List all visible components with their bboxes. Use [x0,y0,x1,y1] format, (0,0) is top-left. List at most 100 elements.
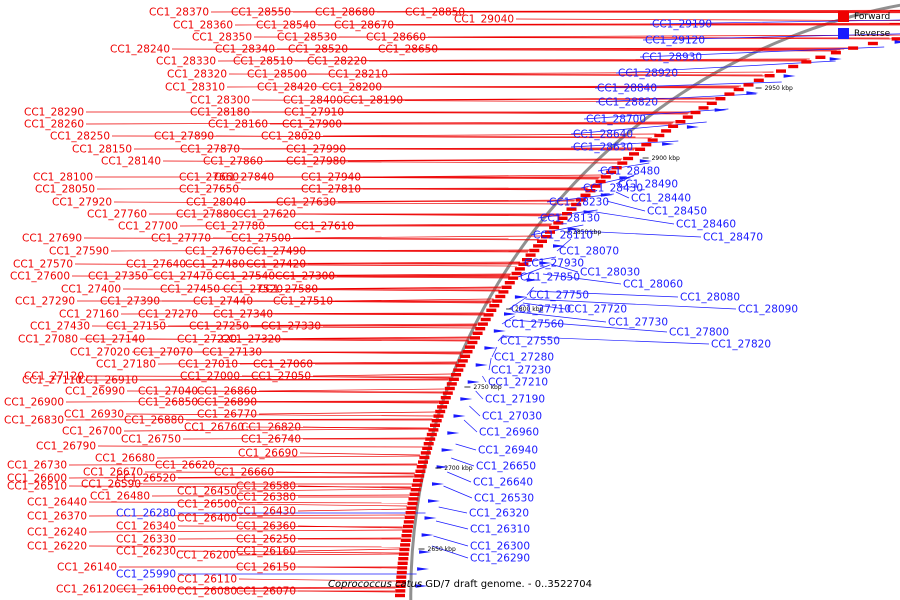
forward-gene-arrow [414,474,425,478]
forward-gene-label: CC1_28100 [33,172,93,184]
forward-connector-line [241,375,450,379]
forward-connector-line [466,11,900,14]
forward-gene-arrow [404,515,415,519]
forward-gene-arrow [595,179,606,184]
reverse-connector-line [447,471,472,483]
forward-gene-arrow [409,492,420,496]
forward-connector-line [238,336,471,340]
reverse-gene-label: CC1_28480 [600,166,660,178]
forward-gene-label: CC1_27450 [160,284,220,296]
forward-gene-label: CC1_26440 [27,497,87,509]
forward-connector-line [250,324,478,327]
forward-gene-label: CC1_26770 [197,409,257,421]
forward-gene-label: CC1_28340 [215,44,275,56]
reverse-gene-label: CC1_28060 [623,279,683,291]
forward-gene-arrow [498,290,509,294]
reverse-gene-label: CC1_28460 [676,219,736,231]
forward-connector-line [258,401,439,404]
forward-gene-label: CC1_27570 [13,259,73,271]
forward-gene-arrow [590,184,601,188]
forward-gene-label: CC1_27130 [202,347,262,359]
reverse-gene-label: CC1_29190 [652,19,712,31]
forward-connector-line [299,452,421,456]
forward-gene-label: CC1_26360 [236,521,296,533]
forward-gene-label: CC1_26660 [214,467,274,479]
forward-gene-arrow [435,409,446,414]
reverse-connector-line [542,273,622,285]
forward-gene-label: CC1_26730 [7,460,67,472]
forward-gene-arrow [396,570,407,575]
forward-gene-label: CC1_26150 [236,562,296,574]
forward-connector-line [214,273,512,277]
forward-gene-label: CC1_27540 [215,271,275,283]
reverse-connector-line [475,390,484,400]
forward-gene-arrow [402,529,413,533]
forward-connector-line [264,158,623,162]
forward-gene-arrow [407,501,418,506]
forward-gene-label: CC1_26700 [62,426,122,438]
forward-gene-label: CC1_27890 [154,131,214,143]
forward-gene-label: CC1_27060 [253,359,313,371]
forward-connector-line [292,235,542,239]
forward-gene-arrow [522,258,532,262]
forward-connector-line [123,428,429,432]
reverse-gene-label: CC1_27720 [567,304,627,316]
forward-gene-label: CC1_26160 [236,546,296,558]
reverse-gene-label: CC1_28840 [597,83,657,95]
forward-connector-line [68,463,418,466]
kbp-tick-label: 2850 kbp [573,229,601,236]
forward-gene-label: CC1_27140 [85,334,145,346]
forward-connector-line [88,545,400,548]
forward-connector-line [383,86,737,89]
forward-gene-label: CC1_28300 [190,95,250,107]
reverse-gene-arrow [504,312,516,316]
forward-connector-line [177,537,402,540]
forward-gene-label: CC1_26750 [121,434,181,446]
caption-species: Coprococcus catus [328,579,423,590]
reverse-connector-line [512,319,668,333]
forward-gene-label: CC1_26850 [138,397,198,409]
forward-gene-arrow [504,281,515,285]
forward-connector-line [266,224,552,227]
forward-connector-line [85,121,675,125]
forward-connector-line [297,566,398,569]
reverse-connector-line [615,60,836,74]
forward-gene-arrow [743,83,754,87]
forward-gene-arrow [815,55,826,59]
forward-gene-arrow [416,465,427,469]
forward-gene-label: CC1_26430 [236,506,296,518]
forward-connector-line [156,455,420,459]
forward-gene-label: CC1_26590 [81,479,141,491]
forward-gene-arrow [682,115,693,119]
forward-gene-arrow [557,216,568,220]
forward-gene-arrow [426,432,437,437]
forward-connector-line [221,288,499,292]
forward-gene-label: CC1_27690 [22,233,82,245]
forward-gene-label: CC1_26080 [177,586,237,598]
forward-gene-arrow [492,299,503,303]
forward-gene-label: CC1_26580 [236,481,296,493]
reverse-gene-arrow [553,244,565,248]
forward-gene-arrow [395,584,406,588]
forward-gene-label: CC1_26990 [65,386,125,398]
forward-gene-arrow [580,193,591,197]
reverse-gene-arrow [447,431,460,435]
forward-gene-label: CC1_28040 [186,197,246,209]
reverse-gene-label: CC1_28110 [533,230,593,242]
forward-connector-line [297,213,560,217]
forward-gene-label: CC1_28250 [50,131,110,143]
reverse-swatch [838,28,849,39]
forward-gene-label: CC1_28540 [256,20,316,32]
forward-gene-label: CC1_28240 [110,44,170,56]
forward-gene-arrow [801,60,812,64]
reverse-gene-arrow [567,227,580,231]
forward-gene-arrow [448,377,459,381]
forward-gene-arrow [553,221,564,225]
forward-gene-arrow [467,340,478,345]
forward-connector-line [177,476,414,479]
reverse-gene-label: CC1_28450 [647,206,707,218]
reverse-connector-line [435,520,469,530]
legend-item-forward: Forward [838,8,890,25]
forward-gene-label: CC1_28680 [315,7,375,19]
forward-gene-arrow [431,419,442,423]
